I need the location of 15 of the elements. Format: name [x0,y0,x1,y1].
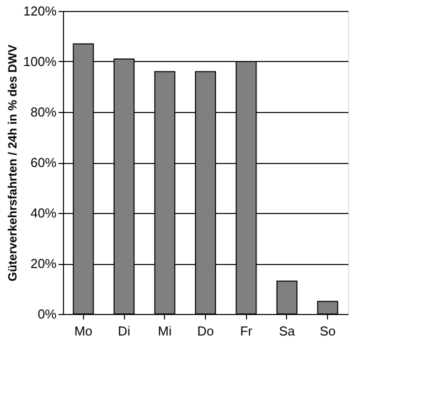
x-tick-label: So [320,324,336,338]
y-tick-label: 20% [30,256,57,271]
x-tick-label: Fr [240,324,254,338]
y-tick-label: 40% [30,206,57,220]
x-tick-label: Mi [158,324,172,338]
x-tick-label: Di [118,324,130,338]
x-tick-label: Sa [278,324,296,338]
y-tick-label: 120% [23,4,57,18]
y-tick-label: 60% [30,155,57,170]
y-tick-label: 0% [38,306,57,322]
x-tick-label: Mo [74,324,92,338]
y-tick-label: 100% [23,54,57,69]
x-tick-label: Do [197,324,214,338]
y-tick-label: 80% [30,104,57,120]
y-axis-title: Güterverkehrsfahrten / 24h in % des DWV [5,44,20,282]
